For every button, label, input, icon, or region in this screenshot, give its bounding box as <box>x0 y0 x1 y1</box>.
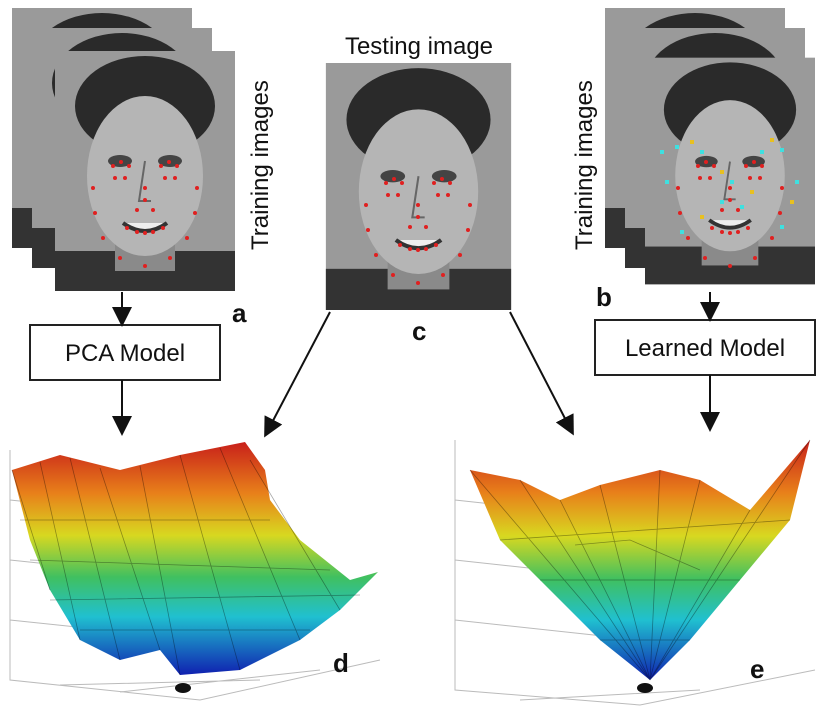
testing-image <box>326 63 511 310</box>
surface-pca <box>10 442 380 700</box>
model-label: Learned Model <box>625 335 785 362</box>
panel-letter: b <box>596 282 612 312</box>
panel-letter: d <box>333 648 349 678</box>
panel-letter: c <box>412 316 426 346</box>
panel-letter: a <box>232 298 247 328</box>
side-label: Training images <box>571 80 598 250</box>
panel-letter: e <box>750 654 764 684</box>
model-label: PCA Model <box>65 340 185 367</box>
training-stack-left <box>12 8 235 291</box>
diagram: Training images a Testing image c Traini… <box>0 0 818 706</box>
training-stack-right <box>605 8 815 284</box>
testing-title: Testing image <box>345 33 493 60</box>
side-label: Training images <box>247 80 274 250</box>
